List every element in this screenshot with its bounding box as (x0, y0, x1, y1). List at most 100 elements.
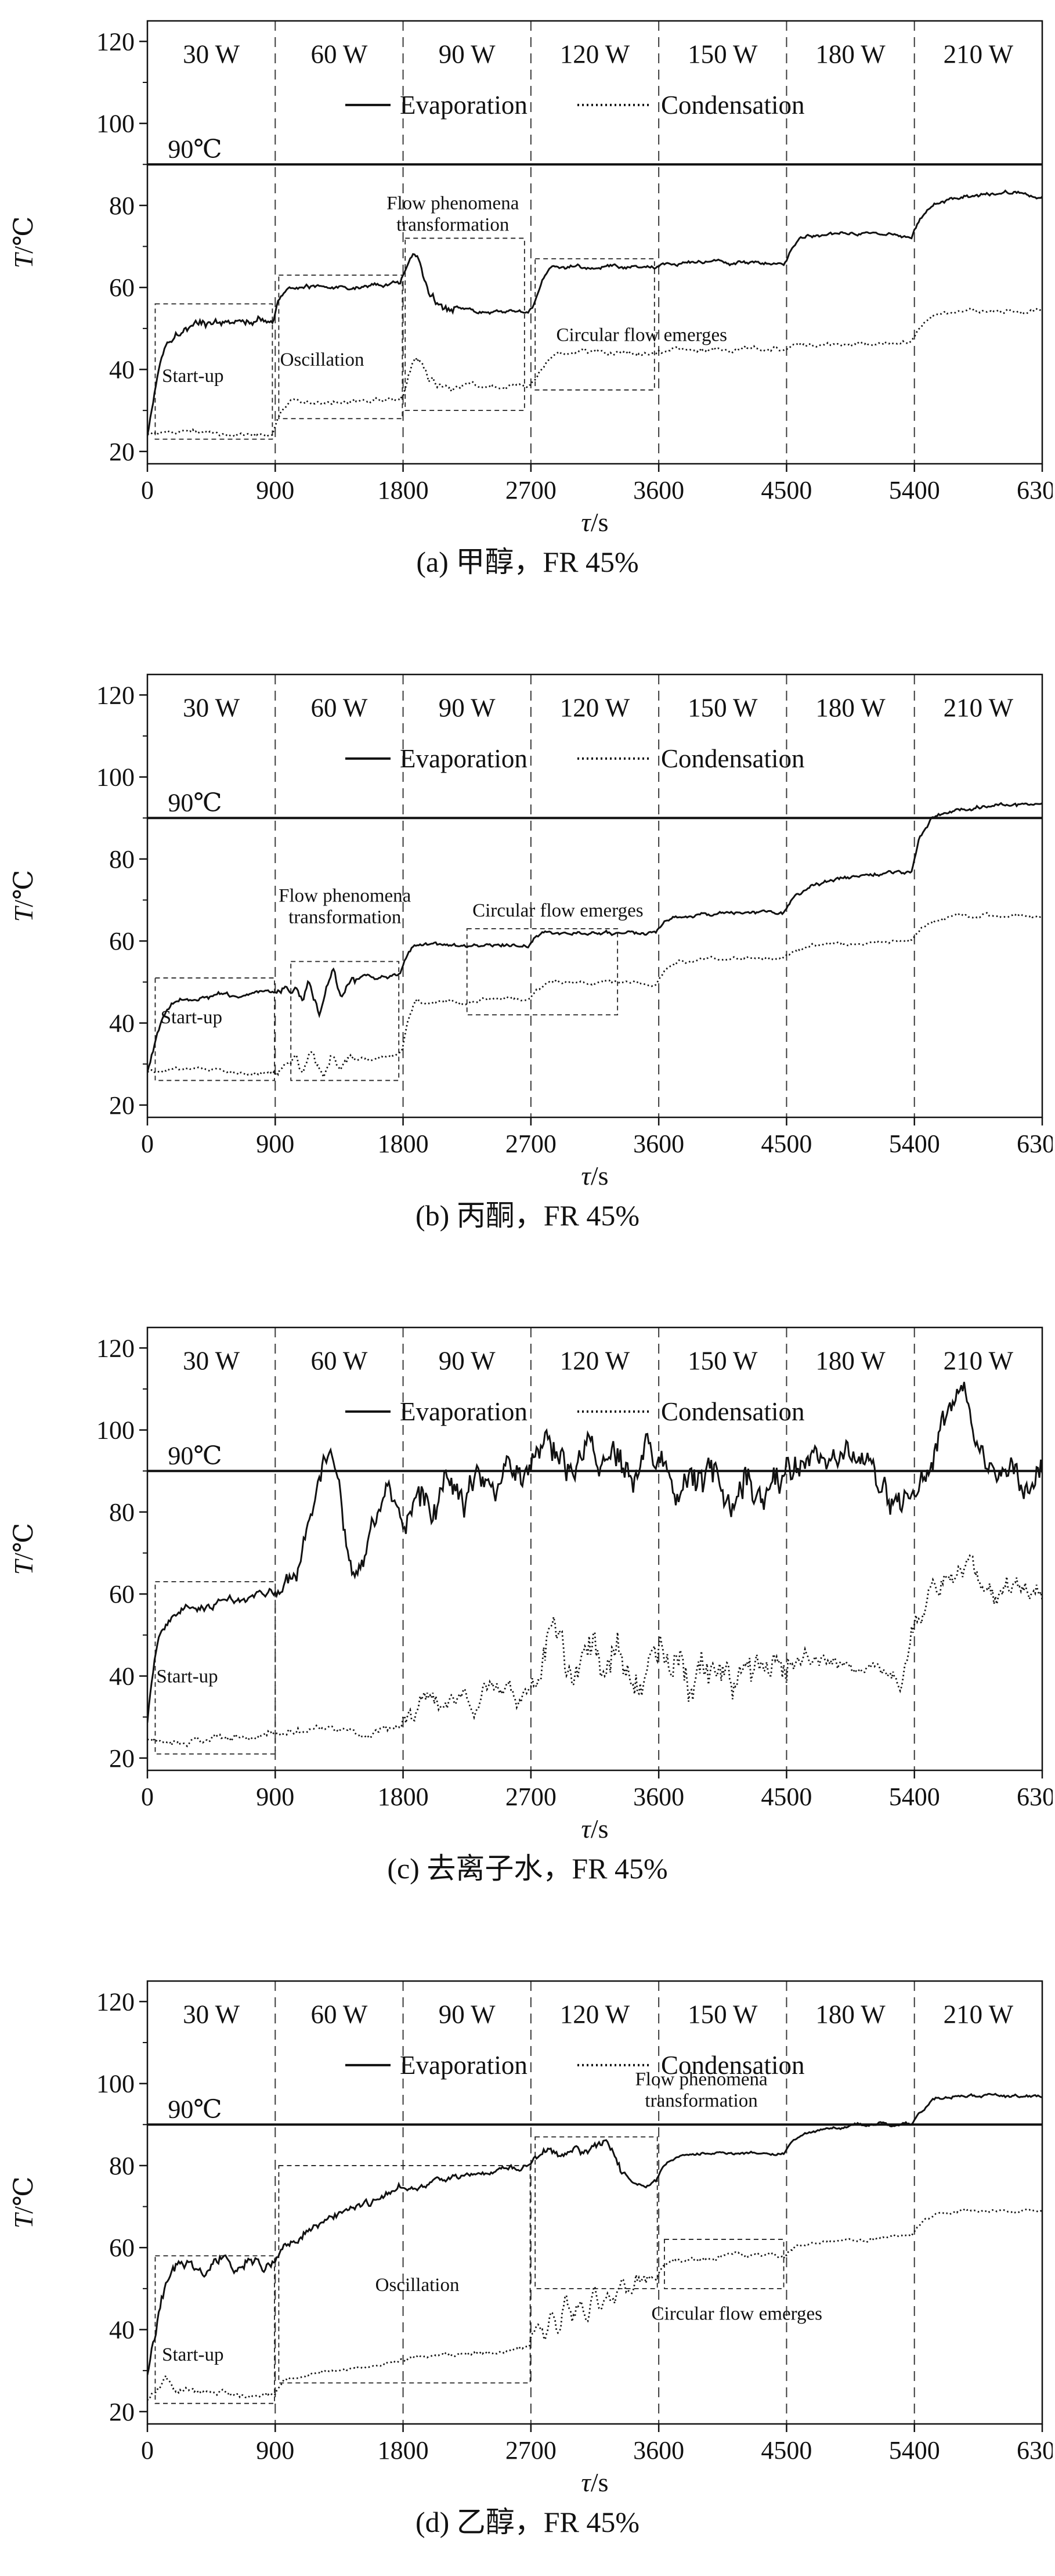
annotation-label: Oscillation (375, 2274, 460, 2295)
power-label: 60 W (310, 2000, 367, 2029)
power-label: 150 W (688, 40, 758, 69)
plot-frame (146, 1326, 1043, 1772)
x-tick-label: 1800 (378, 1783, 429, 1811)
chart-panel-c: 30 W 60 W 90 W 120 W 150 W 180 W 210 W Evaporat… (2, 1312, 1053, 1886)
ref-line-label: 90℃ (168, 135, 222, 163)
chart-caption-a: (a) 甲醇，FR 45% (416, 546, 639, 578)
annotation-box (534, 2136, 658, 2289)
x-tick-label: 3600 (633, 1783, 684, 1811)
y-tick-label: 80 (109, 192, 135, 220)
power-label: 150 W (688, 2000, 758, 2029)
plot-frame (146, 20, 1043, 465)
x-tick-label: 2700 (505, 1783, 557, 1811)
x-tick-label: 0 (141, 2436, 154, 2465)
y-tick-label: 120 (96, 681, 135, 709)
power-label: 30 W (183, 1347, 240, 1376)
annotation-label: Start-up (161, 1006, 222, 1027)
power-label: 90 W (439, 1347, 496, 1376)
x-tick-label: 900 (256, 476, 294, 504)
x-tick-label: 6300 (1017, 1130, 1053, 1158)
x-tick-label: 1800 (378, 476, 429, 504)
chart-caption-c: (c) 去离子水，FR 45% (387, 1852, 668, 1885)
power-label: 120 W (560, 40, 630, 69)
annotation-label: Start-up (162, 2344, 223, 2365)
series-condensation-line (147, 1554, 1042, 1748)
x-tick-label: 4500 (761, 2436, 812, 2465)
y-tick-label: 40 (109, 356, 135, 384)
chart-canvas-b: 30 W 60 W 90 W 120 W 150 W 180 W 210 W Evaporat… (2, 659, 1053, 1198)
x-axis-title: τ/s (581, 507, 608, 537)
y-tick-label: 100 (96, 2069, 135, 2098)
x-tick-label: 5400 (889, 2436, 940, 2465)
annotation-label: transformation (396, 215, 509, 236)
power-label: 210 W (944, 693, 1014, 722)
y-tick-label: 80 (109, 1498, 135, 1527)
x-tick-label: 2700 (505, 2436, 557, 2465)
power-label: 90 W (439, 2000, 496, 2029)
annotation-box (278, 2164, 531, 2383)
power-label: 210 W (944, 2000, 1014, 2029)
y-tick-label: 120 (96, 1334, 135, 1362)
annotation-box (154, 977, 275, 1081)
x-tick-label: 6300 (1017, 2436, 1053, 2465)
y-tick-label: 120 (96, 27, 135, 56)
chart-svg-b: 30 W 60 W 90 W 120 W 150 W 180 W 210 W Evaporat… (9, 673, 1053, 1190)
series-condensation-line (147, 2207, 1042, 2401)
annotation-box (466, 928, 619, 1015)
y-axis-title: T/℃ (9, 1523, 38, 1575)
series-condensation-line (147, 911, 1042, 1080)
chart-canvas-c: 30 W 60 W 90 W 120 W 150 W 180 W 210 W Evaporat… (2, 1312, 1053, 1851)
annotation-label: Circular flow emerges (652, 2303, 822, 2324)
legend-condensation-label: Condensation (661, 1397, 804, 1426)
y-tick-label: 20 (109, 1091, 135, 1119)
power-label: 90 W (439, 40, 496, 69)
y-tick-label: 100 (96, 763, 135, 791)
x-tick-label: 1800 (378, 1130, 429, 1158)
y-tick-label: 40 (109, 2315, 135, 2344)
chart-canvas-d: 30 W 60 W 90 W 120 W 150 W 180 W 210 W Evaporat… (2, 1966, 1053, 2505)
y-axis-title: T/℃ (9, 870, 38, 922)
legend-condensation-label: Condensation (661, 91, 804, 120)
legend-condensation-label: Condensation (661, 2050, 804, 2079)
x-tick-label: 5400 (889, 1783, 940, 1811)
chart-canvas-a: 30 W 60 W 90 W 120 W 150 W 180 W 210 W Evaporat… (2, 6, 1053, 544)
annotation-label: Circular flow emerges (472, 900, 643, 921)
plot-frame (146, 673, 1043, 1118)
annotation-box (664, 2238, 785, 2289)
ref-line-label: 90℃ (168, 788, 222, 817)
x-tick-label: 900 (256, 1130, 294, 1158)
annotation-label: Flow phenomena (635, 2069, 768, 2090)
y-axis-title: T/℃ (9, 217, 38, 269)
power-label: 60 W (310, 1347, 367, 1376)
y-tick-label: 20 (109, 2397, 135, 2426)
y-tick-label: 60 (109, 1580, 135, 1608)
annotation-label: transformation (288, 907, 401, 928)
annotation-box (534, 258, 655, 391)
annotation-label: Start-up (162, 366, 223, 387)
x-tick-label: 3600 (633, 1130, 684, 1158)
y-tick-label: 80 (109, 2151, 135, 2180)
y-tick-label: 120 (96, 1987, 135, 2016)
chart-panel-d: 30 W 60 W 90 W 120 W 150 W 180 W 210 W Evaporat… (2, 1966, 1053, 2539)
power-label: 30 W (183, 693, 240, 722)
chart-svg-d: 30 W 60 W 90 W 120 W 150 W 180 W 210 W Evaporat… (9, 1980, 1053, 2497)
power-label: 120 W (560, 2000, 630, 2029)
x-tick-label: 2700 (505, 476, 557, 504)
series-condensation-line (147, 307, 1042, 438)
ref-line-label: 90℃ (168, 1441, 222, 1470)
power-label: 60 W (310, 693, 367, 722)
series-evaporation-line (147, 802, 1042, 1072)
x-tick-label: 1800 (378, 2436, 429, 2465)
power-label: 210 W (944, 40, 1014, 69)
series-evaporation-line (147, 2092, 1042, 2375)
annotation-box (154, 1581, 276, 1755)
x-tick-label: 4500 (761, 476, 812, 504)
power-label: 30 W (183, 40, 240, 69)
y-tick-label: 80 (109, 845, 135, 873)
power-label: 120 W (560, 1347, 630, 1376)
power-label: 120 W (560, 693, 630, 722)
x-tick-label: 4500 (761, 1130, 812, 1158)
chart-svg-a: 30 W 60 W 90 W 120 W 150 W 180 W 210 W Evaporat… (9, 20, 1053, 537)
annotation-label: Flow phenomena (386, 193, 519, 214)
power-label: 150 W (688, 1347, 758, 1376)
